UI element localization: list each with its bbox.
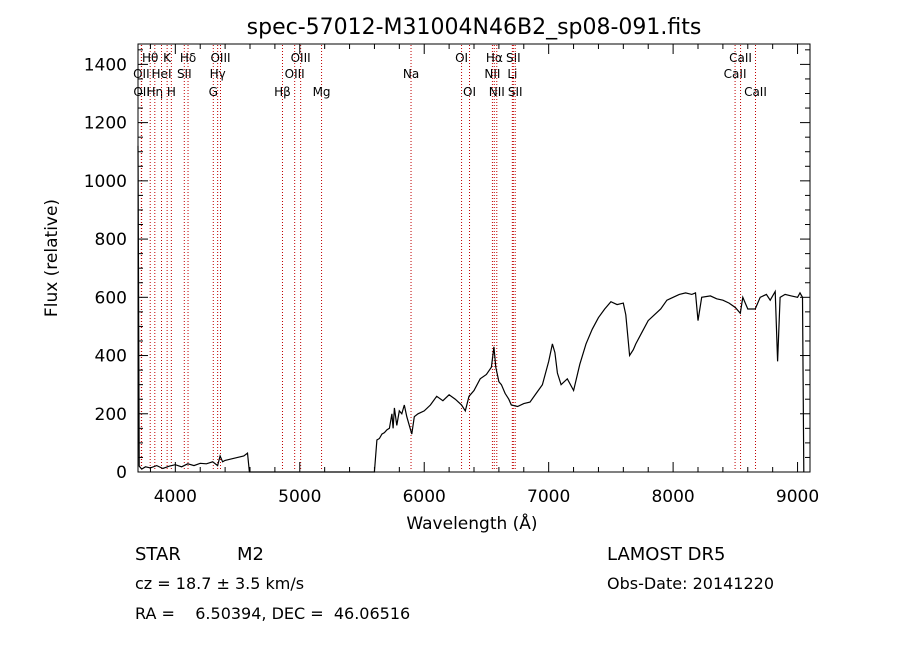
object-subclass: M2 [237, 544, 264, 565]
line-marker-label: SII [177, 67, 192, 81]
line-marker-label: OIII [285, 67, 305, 81]
line-marker-label: Hη [146, 85, 163, 99]
redshift-cz: cz = 18.7 ± 3.5 km/s [135, 574, 304, 593]
line-marker-label: Hα [486, 51, 503, 65]
line-marker-label: OI [455, 51, 468, 65]
line-marker-label: NII [489, 85, 505, 99]
sky-coordinates: RA = 6.50394, DEC = 46.06516 [135, 604, 410, 623]
y-tick-label: 400 [95, 347, 127, 367]
x-tick-label: 7000 [527, 487, 570, 507]
x-axis-label: Wavelength (Å) [406, 512, 537, 534]
spectrum-line [137, 145, 805, 473]
line-marker-label: Hδ [180, 51, 196, 65]
axis-ticks: 4000 5000 6000 7000 8000 9000 0 200 400 600 800 100… [84, 44, 819, 507]
line-marker-label: H [167, 85, 176, 99]
line-marker-label: K [163, 51, 172, 65]
line-marker-label: G [209, 85, 218, 99]
spectrum-series [137, 145, 805, 473]
line-marker-label: Hβ [274, 85, 291, 99]
survey-name: LAMOST DR5 [607, 544, 725, 565]
y-tick-label: 1200 [84, 114, 127, 134]
plot-frame [137, 43, 811, 473]
line-marker-label: OIII [210, 51, 230, 65]
observation-date: Obs-Date: 20141220 [607, 574, 774, 593]
line-marker-label: OI [463, 85, 476, 99]
line-marker-label: CaII [724, 67, 747, 81]
x-tick-label: 6000 [403, 487, 446, 507]
x-tick-label: 4000 [154, 487, 197, 507]
line-marker-label: Li [507, 67, 517, 81]
x-tick-label: 9000 [776, 487, 819, 507]
y-axis-label: Flux (relative) [42, 199, 62, 317]
line-marker-label: Na [403, 67, 419, 81]
line-marker-label: OIII [291, 51, 311, 65]
line-marker-label: SII [508, 85, 523, 99]
line-marker-label: CaII [744, 85, 767, 99]
line-marker-label: SII [506, 51, 521, 65]
y-tick-label: 1400 [84, 55, 127, 75]
line-marker-label: Hθ [142, 51, 158, 65]
y-tick-label: 800 [95, 230, 127, 250]
line-marker-label: NII [484, 67, 500, 81]
line-marker-label: CaII [729, 51, 752, 65]
object-class: STAR [135, 544, 181, 565]
line-marker-label: HeI [152, 67, 172, 81]
x-tick-label: 8000 [651, 487, 694, 507]
y-tick-label: 1000 [84, 172, 127, 192]
x-tick-label: 5000 [278, 487, 321, 507]
line-markers: OIIOIIHθHηHeIKHSIIHδGHγOIIIHβOIIIOIIIMgN… [133, 45, 767, 471]
line-marker-label: Hγ [210, 67, 226, 81]
line-marker-label: OII [133, 67, 150, 81]
chart-title: spec-57012-M31004N46B2_sp08-091.fits [247, 15, 702, 40]
y-tick-label: 600 [95, 288, 127, 308]
line-marker-label: OII [133, 85, 150, 99]
y-tick-label: 0 [116, 463, 127, 483]
y-tick-label: 200 [95, 405, 127, 425]
line-marker-label: Mg [313, 85, 331, 99]
